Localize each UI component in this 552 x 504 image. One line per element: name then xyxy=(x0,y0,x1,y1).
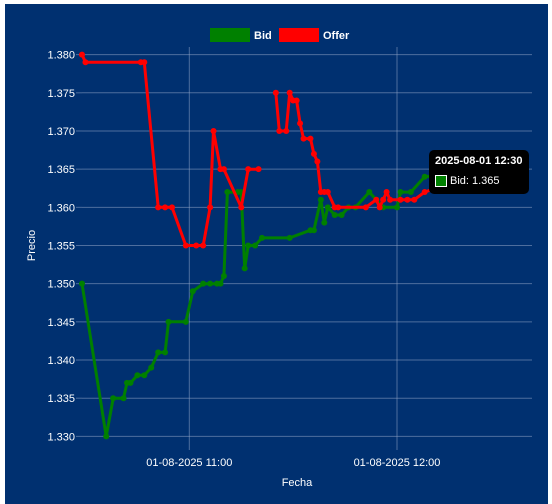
y-axis-title: Precio xyxy=(26,230,38,261)
y-tick-label: 1.345 xyxy=(47,317,75,329)
y-tick-label: 1.380 xyxy=(47,50,75,62)
bid-data-point xyxy=(155,349,162,356)
offer-data-point xyxy=(300,135,307,142)
bid-data-point xyxy=(286,234,293,241)
y-tick-label: 1.365 xyxy=(47,164,75,176)
offer-data-point xyxy=(362,204,369,211)
bid-data-point xyxy=(245,242,252,249)
y-tick-label: 1.340 xyxy=(47,355,75,367)
offer-data-point xyxy=(207,204,214,211)
offer-data-point xyxy=(397,196,404,203)
y-tick-label: 1.360 xyxy=(47,202,75,214)
bid-data-point xyxy=(110,395,117,402)
offer-data-point xyxy=(79,51,85,58)
offer-data-point xyxy=(411,196,418,203)
offer-data-point xyxy=(293,97,300,104)
legend-swatch-offer xyxy=(279,28,319,42)
bid-data-point xyxy=(252,242,259,249)
offer-data-point xyxy=(238,204,245,211)
bid-data-point xyxy=(79,280,85,287)
offer-data-point xyxy=(169,204,175,211)
x-tick-label: 01-08-2025 11:00 xyxy=(146,457,232,469)
x-axis-title: Fecha xyxy=(282,477,313,489)
bid-data-point xyxy=(338,211,345,218)
bid-data-point xyxy=(207,280,214,287)
y-tick-label: 1.335 xyxy=(47,393,75,405)
price-line-chart: 1.330 1.335 1.340 1.345 1.350 1.355 1.360 1.365… xyxy=(26,28,532,489)
offer-data-point xyxy=(220,166,227,173)
bid-data-point xyxy=(394,204,400,211)
offer-data-point xyxy=(404,196,411,203)
offer-data-point xyxy=(82,59,89,66)
bid-data-point xyxy=(224,189,231,196)
bid-data-point xyxy=(220,273,227,280)
bid-data-point xyxy=(366,189,373,196)
offer-data-point xyxy=(421,189,428,196)
offer-data-point xyxy=(272,89,279,96)
tooltip-title: 2025-08-01 12:30 xyxy=(435,155,523,167)
offer-data-point xyxy=(297,120,304,127)
legend-swatch-bid xyxy=(210,28,250,42)
x-tick-label: 01-08-2025 12:00 xyxy=(354,457,441,469)
bid-data-point xyxy=(407,189,414,196)
bid-data-point xyxy=(259,234,265,241)
offer-data-point xyxy=(286,89,293,96)
bid-data-point xyxy=(324,204,331,211)
bid-data-point xyxy=(134,372,141,379)
bid-series-line xyxy=(80,167,501,438)
y-tick-label: 1.375 xyxy=(47,88,75,100)
bid-data-point xyxy=(200,280,207,287)
offer-data-point xyxy=(376,204,383,211)
offer-data-point xyxy=(162,204,169,211)
offer-data-point xyxy=(314,158,321,165)
offer-data-point xyxy=(210,127,217,134)
legend-label-bid: Bid xyxy=(254,30,272,42)
y-tick-label: 1.330 xyxy=(47,431,75,443)
offer-data-point xyxy=(255,166,262,173)
offer-data-point xyxy=(193,242,200,249)
bid-data-point xyxy=(241,265,248,272)
bid-data-point xyxy=(148,364,155,371)
bid-data-point xyxy=(165,318,172,325)
bid-data-point xyxy=(141,372,148,379)
y-tick-label: 1.350 xyxy=(47,279,75,291)
bid-data-point xyxy=(103,433,110,440)
chart-tooltip: 2025-08-01 12:30 Bid: 1.365 xyxy=(429,150,529,194)
chart-panel: 1.330 1.335 1.340 1.345 1.350 1.355 1.360 1.365… xyxy=(5,4,548,504)
tooltip-row: Bid: 1.365 xyxy=(435,175,500,187)
tooltip-swatch xyxy=(435,175,447,187)
offer-data-point xyxy=(310,150,317,157)
bid-data-point xyxy=(217,280,224,287)
bid-data-point xyxy=(331,211,338,218)
bid-data-point xyxy=(317,196,324,203)
bid-data-point xyxy=(397,189,404,196)
bid-data-point xyxy=(182,318,189,325)
bid-data-point xyxy=(421,173,428,180)
offer-data-point xyxy=(182,242,189,249)
offer-data-point xyxy=(383,189,390,196)
bid-data-point xyxy=(189,288,196,295)
bid-data-point xyxy=(310,227,317,234)
bid-data-point xyxy=(321,219,328,226)
offer-data-point xyxy=(335,204,342,211)
bid-data-point xyxy=(162,349,169,356)
offer-data-point xyxy=(155,204,162,211)
offer-data-point xyxy=(324,189,331,196)
offer-data-point xyxy=(307,135,314,142)
offer-data-point xyxy=(141,59,148,66)
bid-data-point xyxy=(127,379,134,386)
offer-data-point xyxy=(283,127,290,134)
legend-label-offer: Offer xyxy=(323,30,350,42)
bid-data-point xyxy=(120,395,127,402)
offer-data-point xyxy=(200,242,207,249)
offer-data-point xyxy=(387,196,394,203)
tooltip-label: Bid: 1.365 xyxy=(450,175,500,187)
offer-data-point xyxy=(373,196,380,203)
y-tick-label: 1.355 xyxy=(47,241,75,253)
offer-data-point xyxy=(245,166,252,173)
offer-data-point xyxy=(380,196,387,203)
y-tick-label: 1.370 xyxy=(47,126,75,138)
offer-data-point xyxy=(276,127,283,134)
